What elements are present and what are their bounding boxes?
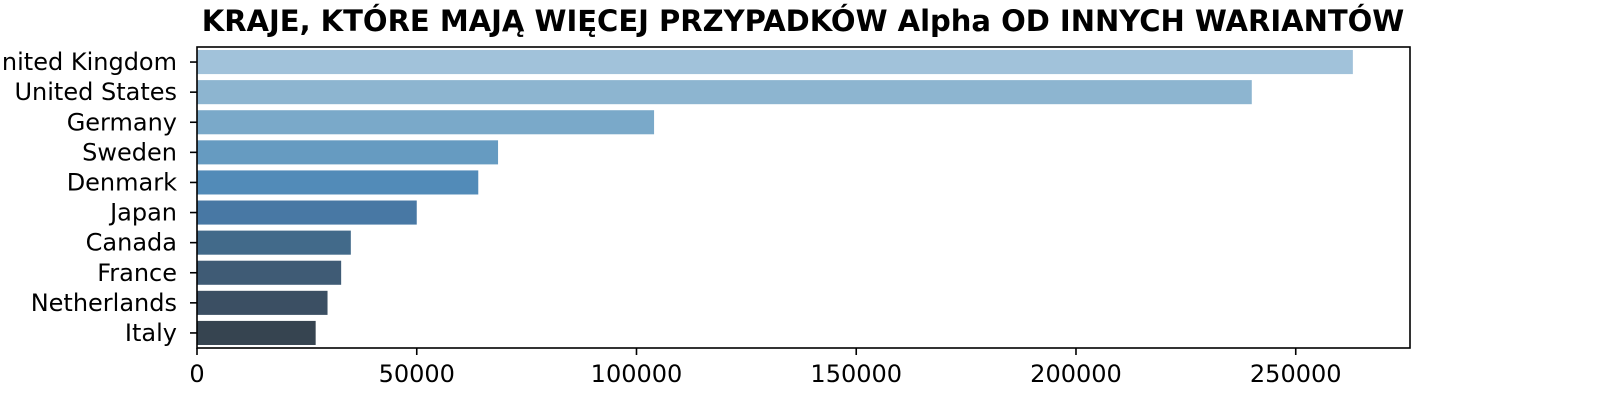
bar-denmark — [197, 170, 479, 195]
y-tick-label: France — [97, 259, 177, 287]
plot-frame — [196, 46, 1411, 349]
x-tick-label: 100000 — [591, 360, 683, 388]
x-tick-label: 50000 — [379, 360, 455, 388]
x-tick-label: 150000 — [810, 360, 902, 388]
bar-italy — [197, 320, 316, 345]
x-tick-label: 0 — [189, 360, 204, 388]
y-tick-label: Canada — [86, 229, 177, 257]
bars-layer — [197, 50, 1353, 345]
bar-netherlands — [197, 290, 328, 315]
y-tick-label: United Kingdom — [0, 48, 177, 76]
chart-title: KRAJE, KTÓRE MAJĄ WIĘCEJ PRZYPADKÓW Alph… — [202, 4, 1405, 38]
bar-canada — [197, 230, 351, 255]
y-tick-label: Sweden — [82, 138, 177, 166]
x-tick-label: 200000 — [1030, 360, 1122, 388]
y-tick-label: Denmark — [67, 168, 177, 196]
y-tick-label: United States — [14, 78, 177, 106]
y-tick-label: Italy — [125, 319, 177, 347]
bar-france — [197, 260, 342, 285]
bar-united-states — [197, 80, 1252, 105]
x-axis-ticks: 0 50000 100000 150000 200000 250000 — [189, 348, 1342, 388]
y-tick-label: Japan — [108, 199, 177, 227]
x-tick-label: 250000 — [1250, 360, 1342, 388]
bar-japan — [197, 200, 417, 225]
bar-sweden — [197, 140, 499, 165]
y-tick-label: Netherlands — [31, 289, 177, 317]
y-tick-label: Germany — [67, 108, 177, 136]
bar-united-kingdom — [197, 50, 1353, 75]
bar-germany — [197, 110, 655, 135]
